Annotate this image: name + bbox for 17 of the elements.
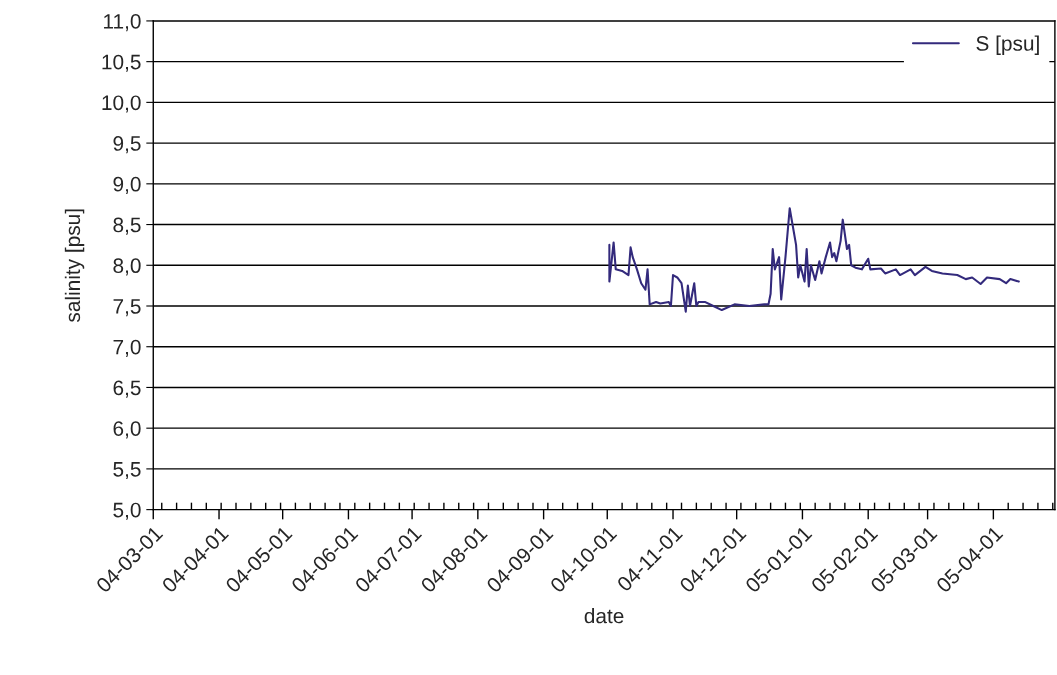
y-tick-label: 6,0 (113, 421, 141, 439)
y-tick-label: 6,5 (113, 380, 141, 398)
legend-label: S [psu] (976, 35, 1039, 55)
y-tick-label: 10,0 (102, 95, 141, 113)
y-tick-label: 8,0 (113, 258, 141, 276)
y-tick-label: 5,5 (113, 462, 141, 480)
y-tick-label: 5,0 (113, 502, 141, 520)
y-tick-label: 10,5 (102, 54, 141, 72)
y-tick-label: 8,5 (113, 217, 141, 235)
y-tick-label: 9,0 (113, 176, 141, 195)
y-tick-label: 7,5 (113, 299, 141, 317)
y-tick-label: 7,0 (113, 339, 141, 357)
x-axis-title: date (584, 608, 624, 624)
y-tick-label: 9,5 (113, 136, 141, 154)
y-tick-label: 11,0 (104, 13, 141, 32)
line-series (608, 207, 1020, 313)
y-axis-title: salinity [psu] (64, 209, 85, 323)
